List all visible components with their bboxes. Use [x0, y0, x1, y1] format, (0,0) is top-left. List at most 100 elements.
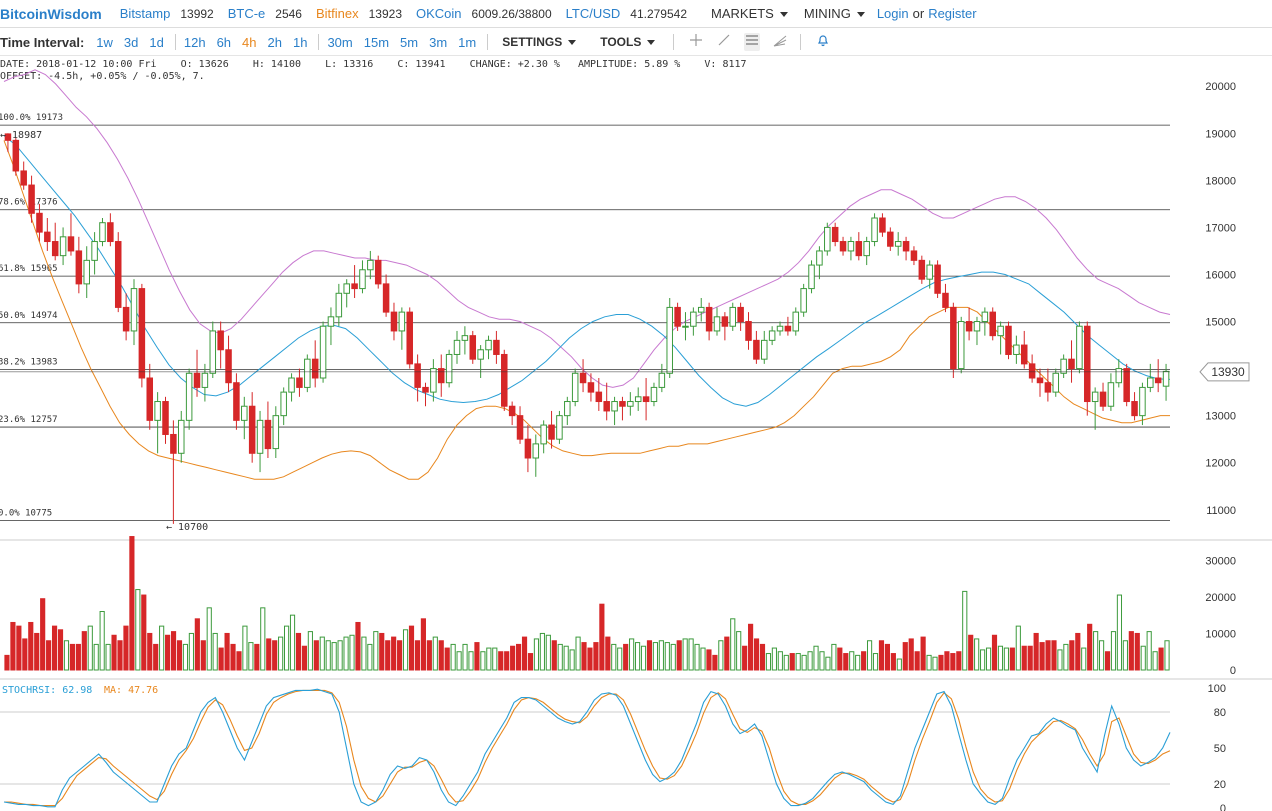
login-link[interactable]: Login [876, 6, 909, 21]
candle-body [981, 311, 989, 323]
stochrsi-axis: 0 20 50 80 100 [0, 683, 1226, 811]
volume-bar [379, 632, 385, 671]
interval-1d[interactable]: 1d [149, 34, 164, 50]
ticker-name[interactable]: Bitfinex [315, 6, 359, 21]
candle-body [1060, 358, 1067, 374]
volume-bar [28, 621, 34, 671]
bell-icon[interactable] [815, 33, 831, 51]
candle-body [1020, 344, 1028, 365]
ticker-name[interactable]: OKCoin [416, 6, 462, 21]
volume-bar [289, 614, 296, 671]
volume-bar [135, 589, 141, 671]
price-tick-label: 19000 [1205, 128, 1236, 140]
volume-bar [527, 653, 534, 671]
volume-bar [462, 643, 468, 671]
volume-bar [718, 640, 724, 671]
line-draw-icon[interactable] [716, 33, 732, 51]
candle-body [1005, 325, 1012, 355]
volume-bar [242, 625, 248, 671]
divider [174, 34, 176, 50]
volume-bar [557, 643, 563, 671]
register-link[interactable]: Register [928, 6, 977, 21]
horizontal-lines-icon[interactable] [744, 33, 761, 51]
ticker-ltc-usd[interactable]: LTC/USD 41.279542 [566, 6, 687, 21]
interval-4h[interactable]: 4h [242, 34, 257, 50]
volume-bar [634, 642, 641, 671]
candle-body [910, 250, 918, 261]
candle-body [997, 325, 1004, 337]
volume-bar [599, 603, 605, 671]
candle-body [422, 386, 429, 393]
brand-logo[interactable]: BitcoinWisdom [0, 5, 102, 22]
divider [800, 34, 802, 50]
interval-3d[interactable]: 3d [123, 34, 139, 50]
volume-bar [278, 636, 284, 671]
volume-bar [1093, 631, 1099, 671]
interval-2h[interactable]: 2h [267, 34, 282, 50]
interval-1w[interactable]: 1w [96, 34, 113, 50]
price-tick-label: 17000 [1205, 222, 1236, 234]
volume-bar [765, 653, 772, 671]
volume-bar [63, 640, 70, 671]
mining-menu[interactable]: MINING [804, 6, 865, 21]
volume-bar [408, 625, 415, 671]
candle-body [83, 259, 90, 285]
crosshair-icon-svg [690, 34, 703, 46]
volume-bar [724, 636, 730, 671]
interval-30m[interactable]: 30m [327, 34, 353, 50]
ticker-btc-e[interactable]: BTC-e 2546 [228, 6, 302, 21]
volume-bar [1104, 651, 1111, 671]
interval-15m[interactable]: 15m [363, 34, 390, 50]
candle-body [1099, 391, 1107, 407]
ticker-bitfinex[interactable]: Bitfinex 13923 [316, 6, 402, 21]
candle-body [863, 241, 870, 257]
ticker-name[interactable]: BTC-e [227, 6, 266, 21]
candle-body [768, 330, 776, 341]
interval-3m[interactable]: 3m [429, 34, 448, 50]
settings-menu[interactable]: SETTINGS [502, 35, 577, 49]
markets-menu[interactable]: MARKETS [711, 6, 788, 21]
candle-body [879, 217, 886, 233]
volume-bar [236, 651, 242, 671]
volume-bar [980, 649, 986, 671]
volume-bar [420, 618, 426, 671]
candle-body [406, 311, 413, 365]
candle-body [178, 419, 185, 454]
volume-bar [1015, 625, 1021, 671]
volume-bar [438, 640, 444, 671]
volume-bar [224, 632, 230, 671]
candle-body [170, 433, 177, 454]
interval-6h[interactable]: 6h [216, 34, 232, 50]
ticker-value: 2546 [275, 6, 302, 21]
price-tick-label: 15000 [1205, 317, 1236, 329]
interval-1h[interactable]: 1h [292, 34, 308, 50]
volume-bar [712, 654, 718, 671]
volume-bar [153, 643, 159, 671]
time-interval-label: Time Interval: [0, 34, 85, 50]
candle-body [918, 259, 926, 280]
candle-body [587, 382, 595, 393]
candle-body [359, 269, 366, 290]
price-tag: 13930 [0, 362, 1250, 382]
interval-12h[interactable]: 12h [183, 34, 206, 50]
interval-1m[interactable]: 1m [458, 34, 477, 50]
candle-body [130, 288, 138, 332]
candle-body [611, 401, 618, 412]
candle-body [272, 415, 280, 450]
fan-icon-svg [774, 35, 787, 47]
interval-5m[interactable]: 5m [400, 34, 419, 50]
or-text: or [912, 6, 925, 21]
crosshair-icon[interactable] [688, 33, 704, 51]
ticker-bitstamp[interactable]: Bitstamp 13992 [120, 6, 214, 21]
candle-body [493, 339, 500, 355]
candle-body [1076, 325, 1083, 370]
candle-body [556, 415, 563, 440]
fan-icon[interactable] [772, 33, 788, 51]
price-tick-label: 11000 [1206, 505, 1236, 517]
ticker-name[interactable]: Bitstamp [119, 6, 171, 21]
ticker-name[interactable]: LTC/USD [565, 6, 621, 21]
line-draw-icon-svg [718, 34, 730, 46]
tools-menu[interactable]: TOOLS [600, 35, 656, 49]
volume-bar [902, 642, 908, 671]
ticker-okcoin[interactable]: OKCoin 6009.26/38800 [416, 6, 552, 21]
